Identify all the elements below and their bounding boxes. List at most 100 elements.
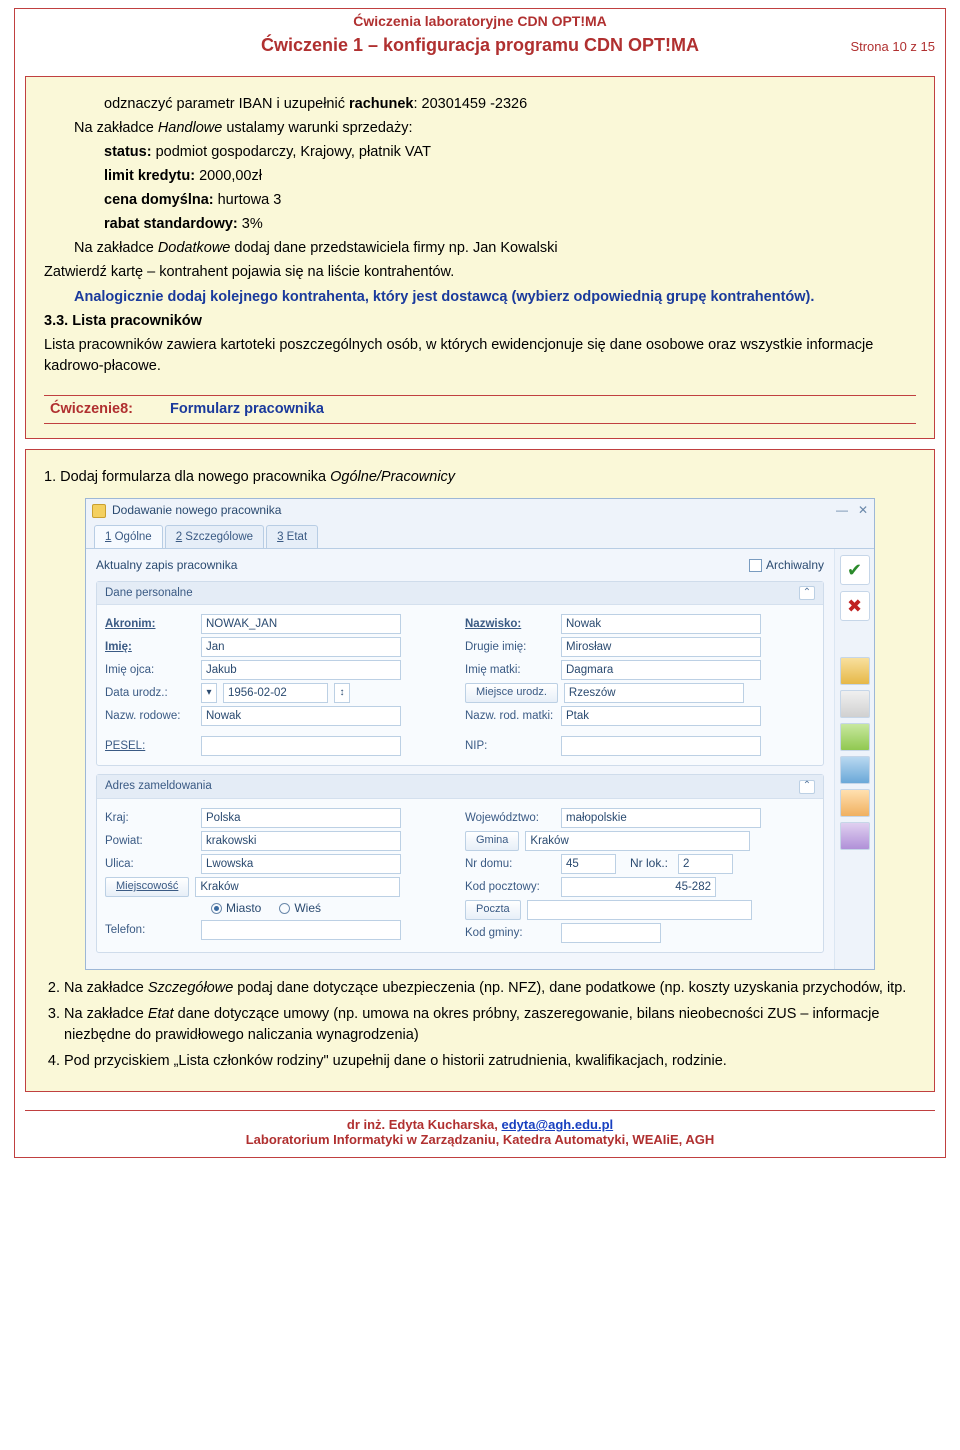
input-nip[interactable] <box>561 736 761 756</box>
tool-icon[interactable] <box>840 822 870 850</box>
input-miejsce[interactable]: Rzeszów <box>564 683 744 703</box>
minimize-icon[interactable]: — <box>836 502 848 519</box>
input-miejscowosc[interactable]: Kraków <box>195 877 400 897</box>
section-heading-33: 3.3. Lista pracowników <box>44 311 916 332</box>
window-titlebar: Dodawanie nowego pracownika — ✕ <box>86 499 874 522</box>
poczta-button[interactable]: Poczta <box>465 900 521 920</box>
tool-icon[interactable] <box>840 789 870 817</box>
txt: 2000,00zł <box>195 168 262 184</box>
group-address: Adres zameldowania ⌃ Kraj:Polska Powiat:… <box>96 774 824 953</box>
highlight-instruction: Analogicznie dodaj kolejnego kontrahenta… <box>74 287 916 308</box>
txt: ustalamy warunki sprzedaży: <box>222 120 412 136</box>
label-urodz: Data urodz.: <box>105 685 195 702</box>
label-telefon: Telefon: <box>105 922 195 939</box>
label-powiat: Powiat: <box>105 833 195 850</box>
input-imie[interactable]: Jan <box>201 637 401 657</box>
txt: Dodatkowe <box>158 240 231 256</box>
input-pesel[interactable] <box>201 736 401 756</box>
tool-icon[interactable] <box>840 657 870 685</box>
top-label: Aktualny zapis pracownika <box>96 557 237 574</box>
footer-author: dr inż. Edyta Kucharska, <box>347 1117 502 1132</box>
radio-label: Miasto <box>226 900 261 917</box>
tab-szczegolowe[interactable]: 2 Szczególowe <box>165 525 264 549</box>
input-woj[interactable]: małopolskie <box>561 808 761 828</box>
radio-label: Wieś <box>294 900 321 917</box>
steps-list: Na zakładce Szczegółowe podaj dane dotyc… <box>64 978 916 1071</box>
radio-miasto[interactable]: Miasto <box>211 900 261 917</box>
label-rodmatki: Nazw. rod. matki: <box>465 708 555 725</box>
txt: Pod przyciskiem „Lista członków rodziny"… <box>64 1053 727 1069</box>
gmina-button[interactable]: Gmina <box>465 831 519 851</box>
page-frame: Ćwiczenia laboratoryjne CDN OPT!MA Ćwicz… <box>14 8 946 1158</box>
group-personal: Dane personalne ⌃ Akronim: NOWAK_JAN Imię… <box>96 581 824 767</box>
input-gmina[interactable]: Kraków <box>525 831 750 851</box>
collapse-icon[interactable]: ⌃ <box>799 780 815 794</box>
txt: Etat <box>148 1006 174 1022</box>
page-number: Strona 10 z 15 <box>845 39 935 54</box>
app-window: Dodawanie nowego pracownika — ✕ 1 1 Ogól… <box>85 498 875 970</box>
txt: limit kredytu: <box>104 168 195 184</box>
input-ojca[interactable]: Jakub <box>201 660 401 680</box>
label-woj: Województwo: <box>465 810 555 827</box>
txt: Na zakładce <box>64 1006 148 1022</box>
group-title: Dane personalne <box>105 585 193 602</box>
label-drugie: Drugie imię: <box>465 639 555 656</box>
input-urodz[interactable]: 1956-02-02 <box>223 683 328 703</box>
input-akronim[interactable]: NOWAK_JAN <box>201 614 401 634</box>
label-pesel: PESEL: <box>105 738 195 755</box>
main-title: Ćwiczenie 1 – konfiguracja programu CDN … <box>115 35 845 56</box>
lab-title: Ćwiczenia laboratoryjne CDN OPT!MA <box>25 13 935 35</box>
input-matki[interactable]: Dagmara <box>561 660 761 680</box>
label-matki: Imię matki: <box>465 662 555 679</box>
input-poczta[interactable] <box>527 900 752 920</box>
collapse-icon[interactable]: ⌃ <box>799 586 815 600</box>
txt: Na zakładce <box>74 120 158 136</box>
input-kraj[interactable]: Polska <box>201 808 401 828</box>
archive-checkbox[interactable]: Archiwalny <box>749 557 824 574</box>
label-imie: Imię: <box>105 639 195 656</box>
input-drugie[interactable]: Mirosław <box>561 637 761 657</box>
input-nrlok[interactable]: 2 <box>678 854 733 874</box>
save-button[interactable]: ✔ <box>840 555 870 585</box>
miejscowosc-button[interactable]: Miejscowość <box>105 877 189 897</box>
label-kodgm: Kod gminy: <box>465 925 555 942</box>
exercise-name: Formularz pracownika <box>164 396 916 424</box>
group-title: Adres zameldowania <box>105 778 212 795</box>
txt: hurtowa 3 <box>214 192 282 208</box>
input-nrdomu[interactable]: 45 <box>561 854 616 874</box>
label-akronim: Akronim: <box>105 616 195 633</box>
content-box-2: 1. Dodaj formularza dla nowego pracownik… <box>25 449 935 1092</box>
cancel-button[interactable]: ✖ <box>840 591 870 621</box>
txt: Zatwierdź kartę – kontrahent pojawia się… <box>44 262 916 283</box>
close-icon[interactable]: ✕ <box>858 502 868 519</box>
input-rodmatki[interactable]: Ptak <box>561 706 761 726</box>
radio-wies[interactable]: Wieś <box>279 900 321 917</box>
footer-email[interactable]: edyta@agh.edu.pl <box>501 1117 613 1132</box>
window-title: Dodawanie nowego pracownika <box>112 502 281 519</box>
side-toolbar: ✔ ✖ <box>834 549 874 969</box>
tool-icon[interactable] <box>840 756 870 784</box>
tab-ogolne[interactable]: 1 1 OgólneOgólne <box>94 525 163 549</box>
input-nazwisko[interactable]: Nowak <box>561 614 761 634</box>
date-dropdown-icon[interactable]: ▾ <box>201 683 217 703</box>
date-spin-icon[interactable]: ↕ <box>334 683 350 703</box>
input-rodowe[interactable]: Nowak <box>201 706 401 726</box>
input-kod[interactable]: 45-282 <box>561 877 716 897</box>
label-nrlok: Nr lok.: <box>622 855 672 872</box>
input-ulica[interactable]: Lwowska <box>201 854 401 874</box>
txt: podaj dane dotyczące ubezpieczenia (np. … <box>233 980 906 996</box>
input-powiat[interactable]: krakowski <box>201 831 401 851</box>
tab-etat[interactable]: 3 Etat <box>266 525 318 549</box>
txt: Ogólne/Pracownicy <box>330 469 455 485</box>
input-telefon[interactable] <box>201 920 401 940</box>
input-kodgm[interactable] <box>561 923 661 943</box>
exercise-label: Ćwiczenie8: <box>44 396 164 424</box>
tool-icon[interactable] <box>840 690 870 718</box>
txt: rachunek <box>349 96 413 112</box>
miejsce-button[interactable]: Miejsce urodz. <box>465 683 558 703</box>
txt: rabat standardowy: <box>104 216 238 232</box>
txt: Handlowe <box>158 120 223 136</box>
tool-icon[interactable] <box>840 723 870 751</box>
footer-org: Laboratorium Informatyki w Zarządzaniu, … <box>25 1132 935 1147</box>
txt: odznaczyć parametr IBAN i uzupełnić <box>104 96 349 112</box>
